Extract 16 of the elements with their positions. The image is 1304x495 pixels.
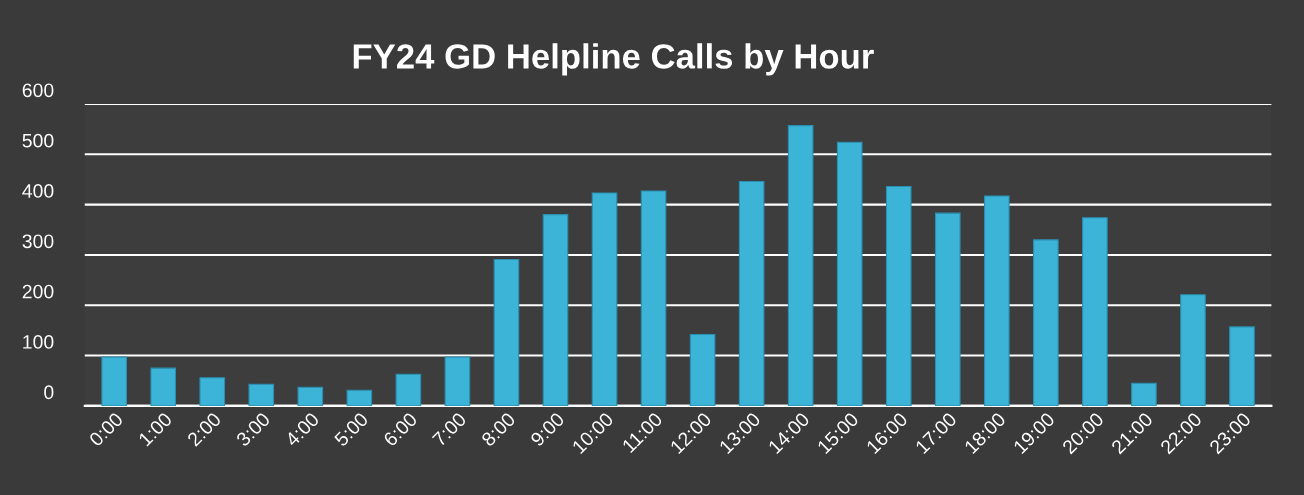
y-tick-label: 300 [22,234,54,249]
y-tick-label: 200 [22,284,54,299]
y-tick-label: 100 [23,335,54,349]
x-tick-label: 6:00 [382,411,418,447]
x-tick-label: 7:00 [431,411,467,447]
x-tick-label: 3:00 [235,411,271,448]
x-tick-label: 9:00 [529,411,566,447]
y-tick-label: 400 [22,184,54,198]
chart-title: FY24 GD Helpline Calls by Hour [353,43,874,76]
x-tick-label: 8:00 [480,411,517,448]
y-tick-label: 0 [44,385,54,400]
x-tick-label: 5:00 [333,411,369,448]
y-tick-label: 500 [22,133,54,148]
x-tick-label: 0:00 [88,411,124,448]
y-tick-label: 600 [22,83,54,98]
x-tick-label: 4:00 [284,411,320,448]
